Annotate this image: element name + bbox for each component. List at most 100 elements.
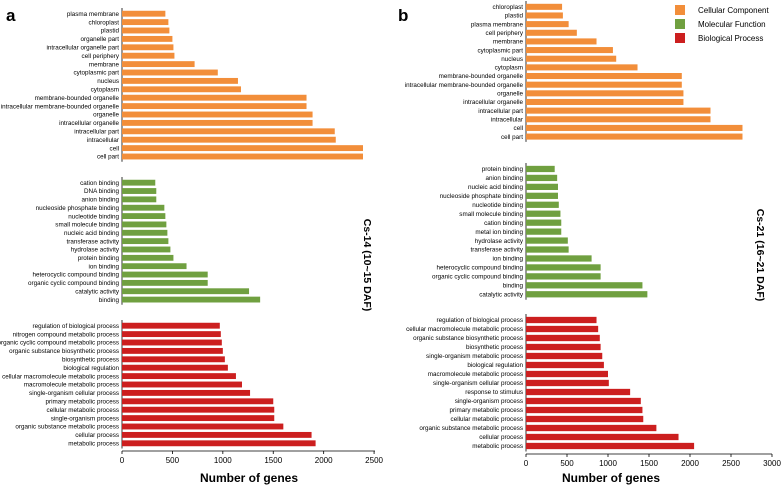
category-label-cell-part: cell part bbox=[97, 154, 119, 161]
panel-b-side-label: Cs-21 (16~21 DAF) bbox=[754, 209, 766, 302]
category-label-membrane-bounded-organelle: membrane-bounded organelle bbox=[35, 95, 120, 102]
category-label-cell: cell bbox=[110, 145, 119, 152]
bar-cell-part bbox=[526, 133, 743, 140]
panel-b-label: b bbox=[398, 6, 408, 25]
panel-a-side-label: Cs-14 (10~15 DAF) bbox=[361, 219, 373, 312]
legend-swatch-molecular-function bbox=[675, 19, 685, 29]
category-label-organic-substance-biosynthetic-process: organic substance biosynthetic process bbox=[9, 348, 119, 355]
x-tick-label: 500 bbox=[166, 456, 180, 465]
bar-plasma-membrane bbox=[122, 10, 166, 17]
bar-intracellular bbox=[122, 136, 336, 143]
category-label-biosynthetic-process: biosynthetic process bbox=[62, 357, 119, 364]
bar-organelle-part bbox=[122, 35, 173, 42]
bar-cellular-metabolic-process bbox=[122, 406, 275, 413]
category-label-cellular-metabolic-process: cellular metabolic process bbox=[47, 407, 119, 414]
bar-intracellular-membrane-bounded-organelle bbox=[526, 81, 682, 88]
bar-intracellular-organelle bbox=[122, 119, 313, 126]
bar-organelle bbox=[122, 111, 313, 118]
bar-metabolic-process bbox=[122, 440, 316, 447]
bar-chloroplast bbox=[526, 3, 563, 10]
x-tick-label: 2000 bbox=[681, 459, 699, 468]
category-label-cell-periphery: cell periphery bbox=[486, 30, 524, 37]
bar-organic-substance-metabolic-process bbox=[122, 423, 284, 430]
bar-binding bbox=[122, 296, 261, 303]
category-label-intracellular-membrane-bounded-organelle: intracellular membrane-bounded organelle bbox=[1, 103, 120, 110]
category-label-cellular-metabolic-process: cellular metabolic process bbox=[451, 416, 523, 423]
bar-organic-substance-biosynthetic-process bbox=[122, 347, 223, 354]
category-label-chloroplast: chloroplast bbox=[493, 4, 524, 11]
bar-intracellular-membrane-bounded-organelle bbox=[122, 103, 307, 110]
category-label-primary-metabolic-process: primary metabolic process bbox=[46, 399, 120, 406]
bar-membrane-bounded-organelle bbox=[122, 94, 307, 101]
category-label-organic-substance-biosynthetic-process: organic substance biosynthetic process bbox=[413, 335, 523, 342]
category-label-ion-binding: ion binding bbox=[89, 263, 120, 270]
bar-cytoplasmic-part bbox=[122, 69, 218, 76]
category-label-nitrogen-compound-metabolic-process: nitrogen compound metabolic process bbox=[13, 331, 119, 338]
category-label-biosynthetic-process: biosynthetic process bbox=[466, 344, 523, 351]
category-label-nucleoside-phosphate-binding: nucleoside phosphate binding bbox=[36, 205, 120, 212]
bar-membrane bbox=[122, 61, 195, 68]
category-label-organelle-part: organelle part bbox=[80, 36, 119, 43]
category-label-intracellular-organelle-part: intracellular organelle part bbox=[47, 45, 120, 52]
legend-box bbox=[672, 3, 781, 49]
category-label-catalytic-activity: catalytic activity bbox=[75, 288, 120, 295]
panel-b-group-molecular-function: protein binding anion binding nucleic acid… bbox=[432, 163, 648, 300]
bar-cellular-macromolecule-metabolic-process bbox=[526, 325, 599, 333]
category-label-nucleic-acid-binding: nucleic acid binding bbox=[468, 184, 523, 191]
category-label-small-molecule-binding: small molecule binding bbox=[55, 222, 119, 229]
category-label-nucleotide-binding: nucleotide binding bbox=[472, 202, 523, 209]
panel-a-bar-groups: plasma membranechloroplastplastidorganel… bbox=[0, 8, 363, 449]
panel-b-group-biological-process: regulation of biological process cellular… bbox=[406, 314, 695, 452]
category-label-single-organism-metabolic-process: single-organism metabolic process bbox=[426, 353, 523, 360]
category-label-intracellular: intracellular bbox=[491, 116, 523, 123]
panel-b-x-axis: 0 500 1000 1500 2000 2500 3000 bbox=[524, 453, 781, 468]
panel-a-chart: a plasma membranechloroplastplastidorgan… bbox=[0, 6, 384, 485]
bar-organic-cyclic-compound-binding bbox=[122, 279, 208, 286]
category-label-cytoplasmic-part: cytoplasmic part bbox=[478, 47, 524, 54]
category-label-cytoplasm: cytoplasm bbox=[495, 65, 523, 72]
category-label-plastid: plastid bbox=[101, 28, 120, 35]
bar-cell-periphery bbox=[122, 52, 175, 59]
bar-regulation-of-biological-process bbox=[526, 316, 597, 324]
category-label-cytoplasmic-part: cytoplasmic part bbox=[74, 70, 120, 77]
category-label-regulation-of-biological-process: regulation of biological process bbox=[33, 323, 119, 330]
category-label-binding: binding bbox=[503, 283, 524, 290]
bar-single-organism-cellular-process bbox=[526, 379, 609, 387]
category-label-organic-substance-metabolic-process: organic substance metabolic process bbox=[15, 424, 119, 431]
bar-anion-binding bbox=[526, 174, 558, 182]
bar-macromolecule-metabolic-process bbox=[526, 370, 608, 378]
x-tick-label: 1000 bbox=[599, 459, 617, 468]
bar-cation-binding bbox=[122, 179, 156, 186]
bar-single-organism-metabolic-process bbox=[526, 352, 603, 360]
category-label-cell: cell bbox=[514, 125, 523, 132]
bar-biological-regulation bbox=[526, 361, 604, 369]
category-label-intracellular-membrane-bounded-organelle: intracellular membrane-bounded organelle bbox=[405, 82, 524, 89]
bar-plastid bbox=[526, 12, 563, 19]
bar-cell-part bbox=[122, 153, 363, 160]
x-tick-label: 0 bbox=[120, 456, 125, 465]
bar-intracellular-organelle-part bbox=[122, 44, 174, 51]
category-label-small-molecule-binding: small molecule binding bbox=[459, 211, 523, 218]
category-label-cellular-process: cellular process bbox=[75, 432, 119, 439]
category-label-macromolecule-metabolic-process: macromolecule metabolic process bbox=[428, 371, 523, 378]
category-label-response-to-stimulus: response to stimulus bbox=[465, 389, 523, 396]
panel-a-label: a bbox=[6, 6, 16, 25]
category-label-anion-binding: anion binding bbox=[82, 197, 120, 204]
bar-heterocyclic-compound-binding bbox=[526, 264, 601, 271]
bar-nucleotide-binding bbox=[526, 201, 559, 208]
x-tick-label: 2000 bbox=[315, 456, 333, 465]
category-label-membrane: membrane bbox=[89, 61, 120, 68]
bar-intracellular-organelle bbox=[526, 98, 684, 106]
bar-biosynthetic-process bbox=[122, 356, 225, 363]
bar-single-organism-process bbox=[526, 397, 641, 405]
category-label-transferase-activity: transferase activity bbox=[471, 247, 524, 254]
bar-biosynthetic-process bbox=[526, 343, 601, 351]
category-label-macromolecule-metabolic-process: macromolecule metabolic process bbox=[24, 382, 119, 389]
bar-dna-binding bbox=[122, 188, 157, 194]
bar-small-molecule-binding bbox=[122, 221, 167, 228]
bar-cytoplasm bbox=[526, 64, 638, 71]
bar-catalytic-activity bbox=[526, 291, 648, 298]
category-label-membrane-bounded-organelle: membrane-bounded organelle bbox=[439, 73, 524, 80]
x-tick-label: 0 bbox=[524, 459, 529, 468]
